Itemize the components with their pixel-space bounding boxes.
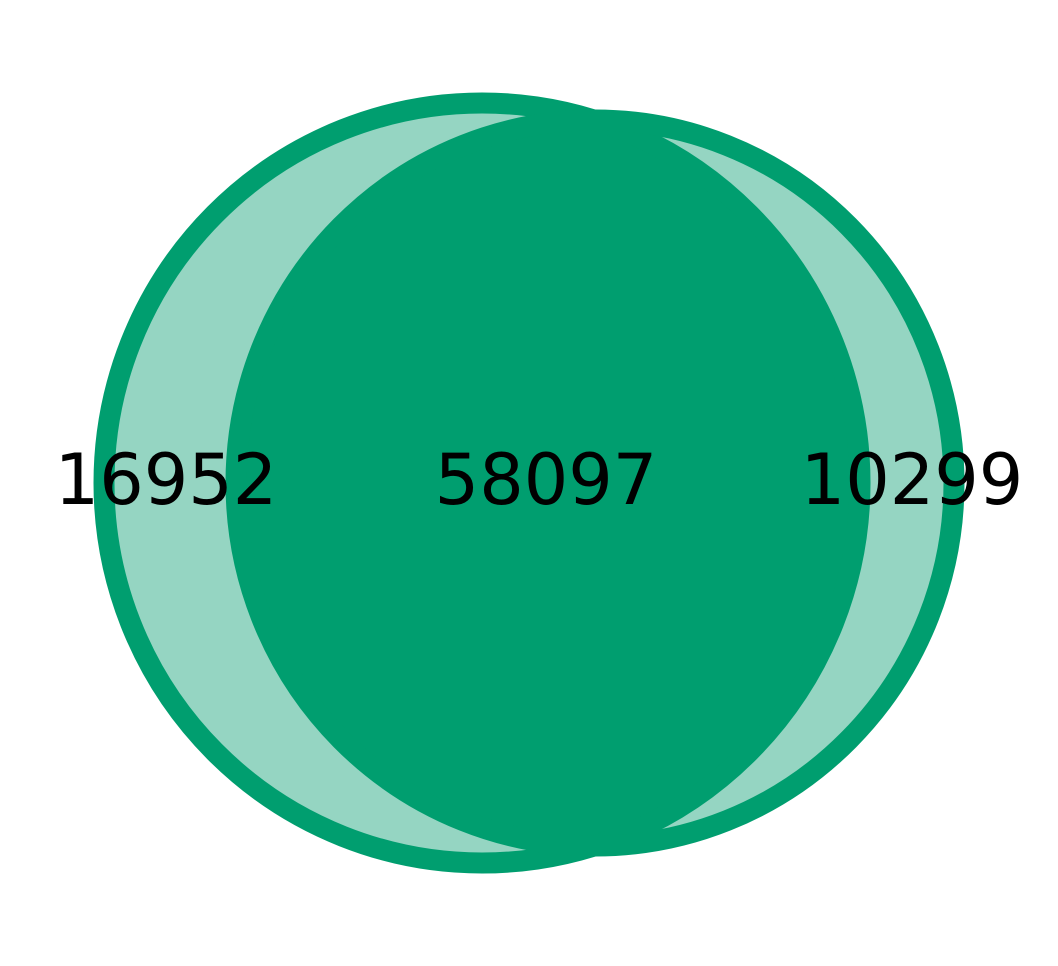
left-set-outline	[93, 92, 871, 874]
intersection-region	[236, 120, 860, 846]
intersection-count: 58097	[435, 439, 658, 521]
left-only-count: 16952	[55, 439, 278, 521]
right-set-outline	[225, 109, 965, 857]
right-only-count: 10299	[801, 439, 1024, 521]
